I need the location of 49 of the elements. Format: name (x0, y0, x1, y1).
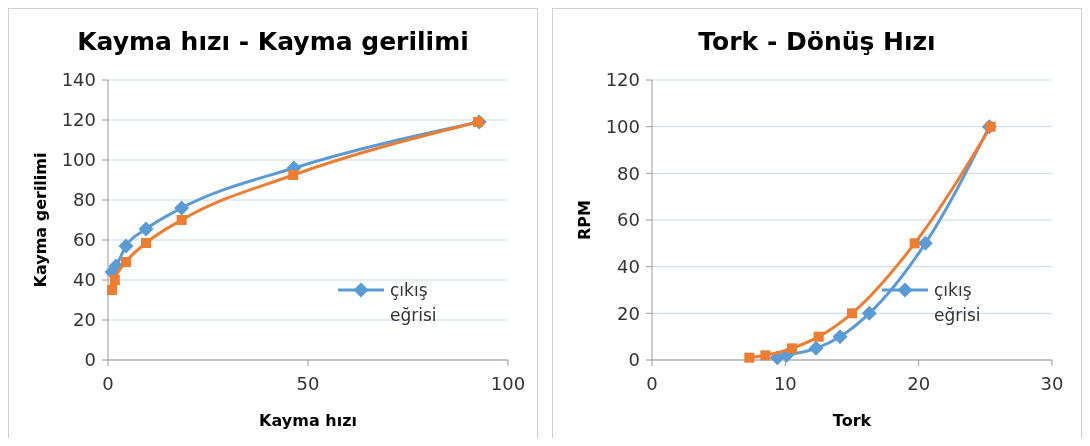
x-tick-label: 0 (102, 373, 114, 394)
point (118, 238, 134, 254)
point (787, 343, 797, 354)
x-tick-label: 50 (296, 373, 320, 394)
y-tick-label: 60 (73, 229, 96, 251)
point (847, 308, 857, 319)
y-tick-label: 40 (617, 255, 640, 277)
y-tick-label: 20 (617, 302, 640, 324)
point (121, 257, 131, 267)
point (744, 352, 755, 363)
y-tick-label: 120 (605, 69, 640, 91)
legend-label: çıkış eğrisi (934, 279, 981, 326)
point (760, 350, 771, 361)
x-axis-title: Kayma hızı (259, 411, 357, 430)
point (109, 275, 120, 285)
point (288, 170, 299, 180)
point (909, 238, 920, 249)
y-tick-label: 40 (73, 269, 96, 291)
y-axis-title: RPM (575, 200, 594, 240)
point (138, 221, 154, 237)
y-tick-label: 80 (617, 162, 640, 184)
point (861, 305, 877, 321)
y-tick-label: 0 (84, 349, 96, 371)
chart-title: Tork - Dönüş Hızı (698, 27, 936, 56)
y-tick-label: 0 (628, 349, 640, 371)
y-tick-label: 120 (61, 109, 96, 131)
x-tick-label: 0 (646, 373, 658, 394)
x-tick-label: 20 (907, 373, 931, 394)
point (808, 340, 824, 356)
point (176, 215, 187, 225)
y-tick-label: 20 (73, 309, 96, 331)
chart-title: Kayma hızı - Kayma gerilimi (77, 27, 469, 56)
x-tick-label: 30 (1040, 373, 1064, 394)
point (174, 200, 190, 216)
point (141, 238, 151, 248)
point (813, 331, 824, 342)
legend-label: çıkış eğrisi (390, 279, 437, 326)
point (832, 329, 848, 345)
x-axis-title: Tork (832, 411, 872, 430)
y-axis-title: Kayma gerilimi (31, 152, 50, 288)
point (107, 285, 117, 295)
y-tick-label: 100 (61, 149, 96, 171)
y-tick-label: 80 (73, 189, 96, 211)
y-tick-label: 60 (617, 209, 640, 231)
y-tick-label: 100 (605, 115, 640, 137)
x-tick-label: 10 (773, 373, 797, 394)
y-tick-label: 140 (61, 69, 96, 91)
point (917, 235, 933, 251)
x-tick-label: 100 (490, 373, 526, 394)
